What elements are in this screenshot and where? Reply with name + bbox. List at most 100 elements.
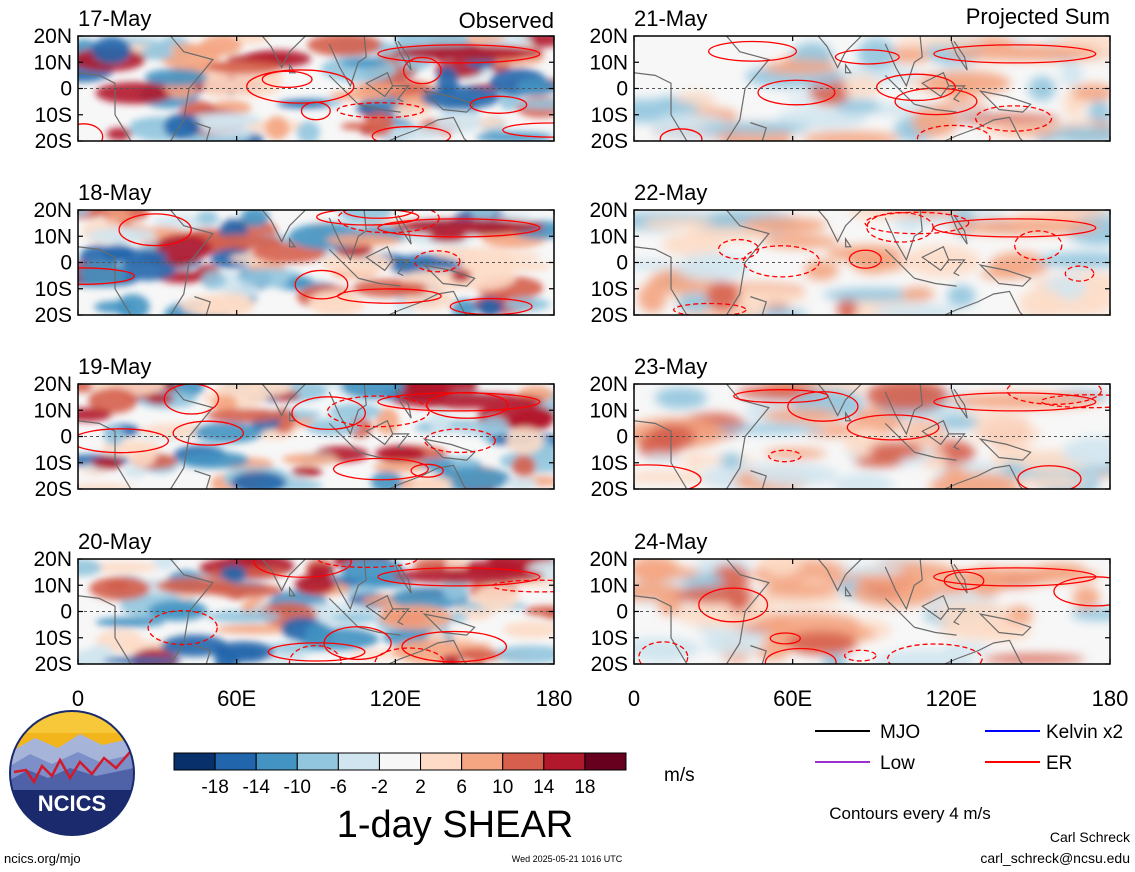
colorbar-label: -10 bbox=[284, 777, 311, 798]
y-tick-label: 20S bbox=[35, 130, 72, 153]
x-tick-label: 60E bbox=[217, 686, 256, 711]
y-tick-label: 20S bbox=[591, 478, 628, 501]
x-axis-left: 0 60E 120E 180 bbox=[72, 686, 572, 711]
colorbar-swatch bbox=[173, 752, 216, 771]
y-tick-label: 10N bbox=[33, 399, 72, 422]
y-tick-label: 20S bbox=[591, 304, 628, 327]
y-tick-label: 10N bbox=[589, 51, 628, 74]
contour-note: Contours every 4 m/s bbox=[829, 804, 991, 823]
y-tick-label: 0 bbox=[60, 252, 72, 275]
y-tick-label: 20N bbox=[33, 373, 72, 396]
y-tick-label: 20N bbox=[589, 199, 628, 222]
panel-date-label: 24-May bbox=[634, 529, 707, 554]
panel-date-label: 20-May bbox=[78, 529, 151, 554]
map-panel-23-may: 20N 10N 0 10S 20S 23-May bbox=[589, 354, 1111, 501]
x-tick-label: 120E bbox=[370, 686, 421, 711]
y-tick-label: 0 bbox=[60, 601, 72, 624]
y-tick-label: 10S bbox=[591, 278, 628, 301]
coast-africa-west bbox=[634, 595, 688, 664]
y-tick-label: 0 bbox=[616, 252, 628, 275]
coast-africa-west bbox=[78, 246, 132, 315]
map-panel-17-may: 20N 10N 0 10S 20S 17-May bbox=[33, 6, 555, 153]
panel-date-label: 19-May bbox=[78, 354, 151, 379]
panel-date-label: 22-May bbox=[634, 180, 707, 205]
panel-date-label: 23-May bbox=[634, 354, 707, 379]
panel-date-label: 18-May bbox=[78, 180, 151, 205]
y-tick-label: 0 bbox=[60, 426, 72, 449]
colorbar-swatch bbox=[296, 752, 339, 771]
column-title-observed: Observed bbox=[459, 8, 554, 33]
x-tick-label: 180 bbox=[1092, 686, 1129, 711]
colorbar-swatch bbox=[420, 752, 463, 771]
colorbar-swatch bbox=[461, 752, 504, 771]
colorbar-label: -6 bbox=[330, 777, 347, 798]
colorbar-label: -14 bbox=[242, 777, 270, 798]
colorbar-swatch bbox=[214, 752, 257, 771]
author-email: carl_schreck@ncsu.edu bbox=[980, 850, 1130, 866]
panel-date-label: 17-May bbox=[78, 6, 151, 31]
legend: MJO Kelvin x2 Low ER bbox=[815, 722, 1123, 774]
column-title-projected: Projected Sum bbox=[966, 4, 1110, 29]
colorbar-swatch bbox=[543, 752, 586, 771]
y-tick-label: 0 bbox=[60, 78, 72, 101]
coast-africa-west bbox=[634, 420, 688, 489]
colorbar-label: 18 bbox=[574, 777, 595, 798]
y-tick-label: 10S bbox=[35, 278, 72, 301]
coast-africa-west bbox=[634, 72, 688, 141]
map-panel-24-may: 20N 10N 0 10S 20S 24-May bbox=[589, 529, 1111, 676]
author-name: Carl Schreck bbox=[1050, 829, 1131, 845]
map-panel-20-may: 20N 10N 0 10S 20S 20-May bbox=[33, 529, 555, 676]
map-panel-19-may: 20N 10N 0 10S 20S 19-May bbox=[33, 354, 555, 501]
colorbar-label: -18 bbox=[201, 777, 228, 798]
y-tick-label: 0 bbox=[616, 426, 628, 449]
y-tick-label: 20N bbox=[33, 25, 72, 48]
y-tick-label: 0 bbox=[616, 78, 628, 101]
x-tick-label: 60E bbox=[773, 686, 812, 711]
footer-url: ncics.org/mjo bbox=[4, 851, 81, 866]
map-panel-21-may: 20N 10N 0 10S 20S 21-May bbox=[589, 6, 1111, 153]
main-title: 1-day SHEAR bbox=[337, 804, 574, 846]
colorbar: -18 -14 -10 -6 -2 2 6 10 14 18 bbox=[173, 752, 627, 798]
legend-label: ER bbox=[1046, 753, 1072, 774]
y-tick-label: 20S bbox=[35, 478, 72, 501]
y-tick-label: 0 bbox=[616, 601, 628, 624]
y-tick-label: 20N bbox=[589, 25, 628, 48]
footer-timestamp: Wed 2025-05-21 1016 UTC bbox=[512, 854, 623, 864]
coast-africa-west bbox=[634, 246, 688, 315]
ncics-logo: NCICS bbox=[9, 710, 135, 836]
y-tick-label: 20S bbox=[591, 653, 628, 676]
y-tick-label: 10N bbox=[33, 574, 72, 597]
y-tick-label: 10N bbox=[589, 574, 628, 597]
y-tick-label: 10N bbox=[33, 51, 72, 74]
y-tick-label: 10N bbox=[589, 225, 628, 248]
y-tick-label: 20N bbox=[33, 548, 72, 571]
x-tick-label: 180 bbox=[536, 686, 573, 711]
x-axis-right: 0 60E 120E 180 bbox=[628, 686, 1128, 711]
y-tick-label: 20N bbox=[33, 199, 72, 222]
x-tick-label: 0 bbox=[628, 686, 640, 711]
y-tick-label: 20N bbox=[589, 373, 628, 396]
panel-date-label: 21-May bbox=[634, 6, 707, 31]
map-panel-22-may: 20N 10N 0 10S 20S 22-May bbox=[589, 180, 1111, 327]
legend-label: MJO bbox=[880, 722, 920, 743]
y-tick-label: 10S bbox=[35, 104, 72, 127]
colorbar-label: 14 bbox=[533, 777, 555, 798]
colorbar-swatch bbox=[584, 752, 627, 771]
colorbar-swatch bbox=[255, 752, 298, 771]
y-tick-label: 20S bbox=[35, 304, 72, 327]
colorbar-label: 6 bbox=[456, 777, 467, 798]
y-tick-label: 20N bbox=[589, 548, 628, 571]
y-tick-label: 10S bbox=[591, 627, 628, 650]
colorbar-swatch bbox=[378, 752, 422, 771]
legend-label: Low bbox=[880, 753, 915, 774]
colorbar-label: 10 bbox=[492, 777, 513, 798]
y-tick-label: 10N bbox=[33, 225, 72, 248]
y-tick-label: 20S bbox=[591, 130, 628, 153]
y-tick-label: 10N bbox=[589, 399, 628, 422]
colorbar-unit: m/s bbox=[664, 765, 695, 786]
coast-africa-west bbox=[78, 595, 132, 664]
coast-africa-west bbox=[78, 420, 132, 489]
y-tick-label: 10S bbox=[35, 627, 72, 650]
y-tick-label: 10S bbox=[591, 452, 628, 475]
